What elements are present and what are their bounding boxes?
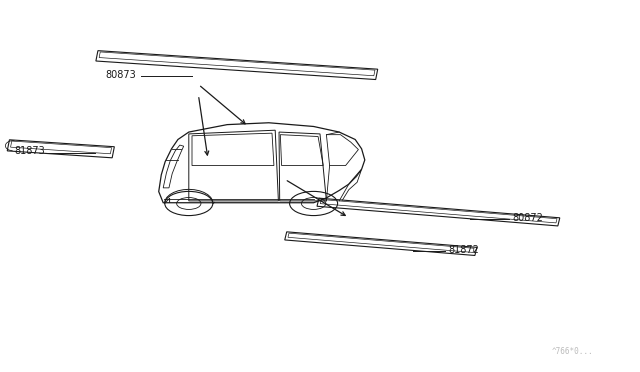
- Text: ^766*0...: ^766*0...: [552, 347, 594, 356]
- Text: 80872: 80872: [512, 214, 543, 223]
- Text: 81873: 81873: [14, 147, 45, 156]
- Text: 81872: 81872: [448, 245, 479, 255]
- Text: 80873: 80873: [106, 70, 136, 80]
